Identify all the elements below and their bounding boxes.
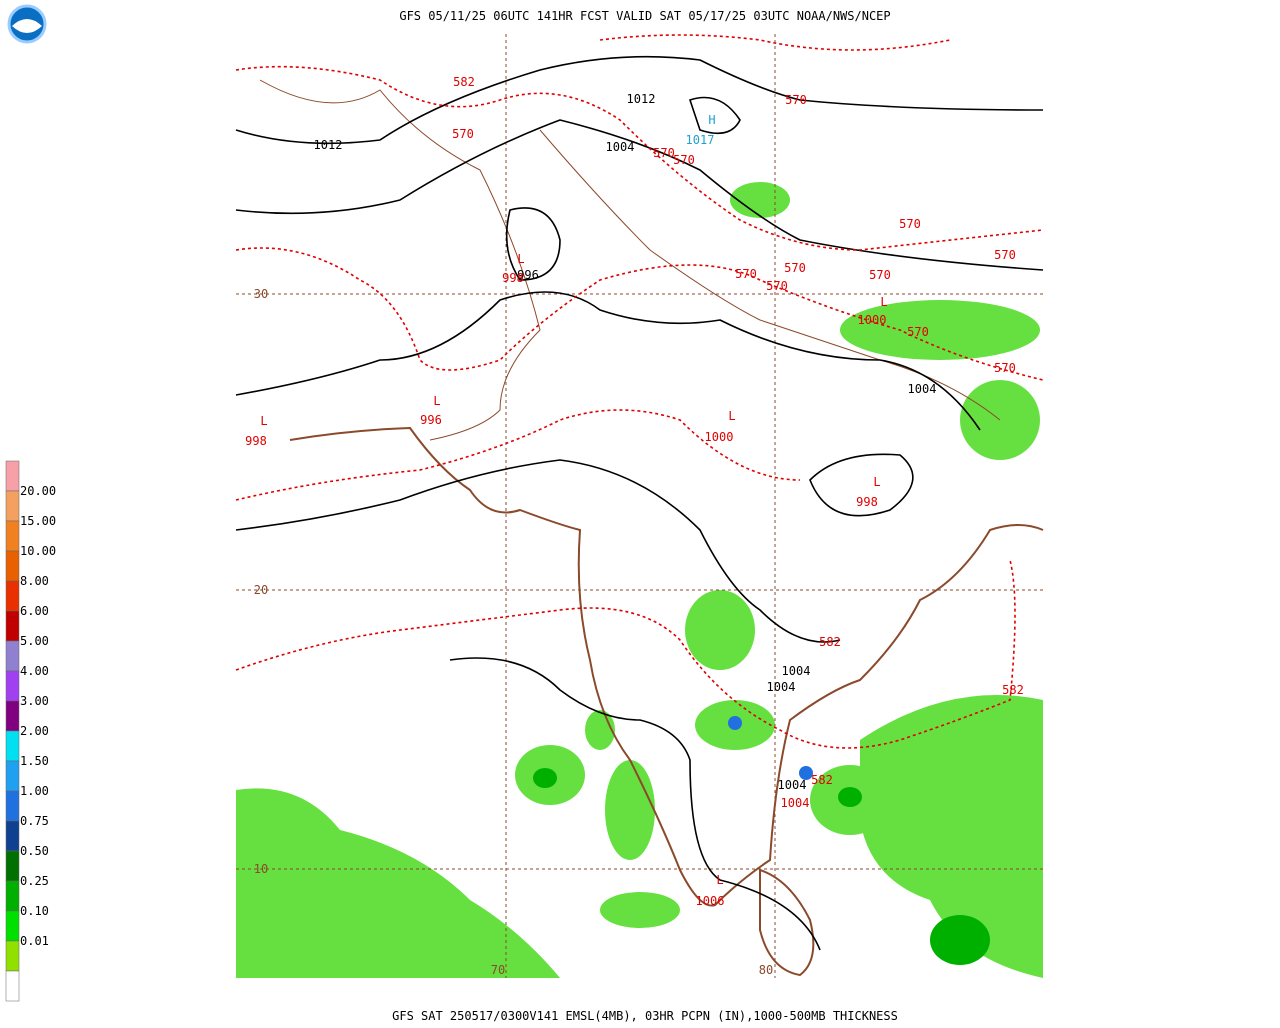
map-label: 1004 xyxy=(778,778,807,792)
map-label: 998 xyxy=(245,434,267,448)
map-label: 996 xyxy=(517,268,539,282)
colorbar-swatch xyxy=(5,940,20,972)
title: GFS 05/11/25 06UTC 141HR FCST VALID SAT … xyxy=(399,9,890,23)
colorbar-swatch xyxy=(5,700,20,732)
map-label: 10 xyxy=(254,862,268,876)
map-label: 582 xyxy=(811,773,833,787)
map-label: 570 xyxy=(673,153,695,167)
colorbar-swatch xyxy=(5,970,20,1002)
precip-heavy xyxy=(533,768,990,965)
colorbar-swatch xyxy=(5,730,20,762)
colorbar-label: 3.00 xyxy=(20,694,49,708)
footer: GFS SAT 250517/0300V141 EMSL(4MB), 03HR … xyxy=(392,1009,898,1023)
colorbar-swatch xyxy=(5,820,20,852)
colorbar-label: 15.00 xyxy=(20,514,56,528)
map-label: 582 xyxy=(1002,683,1024,697)
map-label: 570 xyxy=(785,93,807,107)
colorbar-swatch xyxy=(5,610,20,642)
map-label: 570 xyxy=(994,248,1016,262)
map-label: L xyxy=(728,409,735,423)
map-label: 80 xyxy=(759,963,773,977)
colorbar-label: 5.00 xyxy=(20,634,49,648)
map-label: 1004 xyxy=(908,382,937,396)
map-label: 570 xyxy=(784,261,806,275)
map-label: H xyxy=(708,113,715,127)
map-label: 570 xyxy=(452,127,474,141)
colorbar-swatch xyxy=(5,520,20,552)
colorbar-label: 0.50 xyxy=(20,844,49,858)
map-label: L xyxy=(260,414,267,428)
map-label: 570 xyxy=(653,146,675,160)
colorbar-swatch xyxy=(5,790,20,822)
map-labels: 582570101210121004H1017570570570570L9969… xyxy=(245,75,1024,977)
map-label: L xyxy=(716,873,723,887)
colorbar: 20.00 15.00 10.00 8.00 6.00 5.00 4.00 3.00 2.00 1… xyxy=(5,460,56,1002)
map-label: L xyxy=(873,475,880,489)
map-label: 1012 xyxy=(627,92,656,106)
colorbar-label: 0.10 xyxy=(20,904,49,918)
colorbar-swatch xyxy=(5,880,20,912)
map-label: 570 xyxy=(766,279,788,293)
map-label: 1017 xyxy=(686,133,715,147)
map-label: 1000 xyxy=(705,430,734,444)
colorbar-label: 2.00 xyxy=(20,724,49,738)
colorbar-swatch xyxy=(5,550,20,582)
colorbar-swatch xyxy=(5,490,20,522)
colorbar-swatch xyxy=(5,910,20,942)
map-label: 30 xyxy=(254,287,268,301)
map-label: 1004 xyxy=(606,140,635,154)
colorbar-swatch xyxy=(5,460,20,492)
map-label: 1004 xyxy=(782,664,811,678)
colorbar-label: 1.50 xyxy=(20,754,49,768)
colorbar-label: 1.00 xyxy=(20,784,49,798)
colorbar-label: 0.75 xyxy=(20,814,49,828)
map-label: 1000 xyxy=(858,313,887,327)
colorbar-swatch xyxy=(5,760,20,792)
map-label: 20 xyxy=(254,583,268,597)
coastline xyxy=(289,426,1044,977)
colorbar-swatch xyxy=(5,850,20,882)
map-label: 570 xyxy=(899,217,921,231)
map-label: 998 xyxy=(502,271,524,285)
colorbar-label: 20.00 xyxy=(20,484,56,498)
colorbar-label: 8.00 xyxy=(20,574,49,588)
map-label: L xyxy=(880,295,887,309)
map-label: 998 xyxy=(856,495,878,509)
map-label: 570 xyxy=(869,268,891,282)
noaa-logo-bird xyxy=(12,19,42,33)
map-label: 582 xyxy=(819,635,841,649)
map-label: 582 xyxy=(453,75,475,89)
colorbar-swatch xyxy=(5,640,20,672)
map-label: 1004 xyxy=(767,680,796,694)
map-label: 1004 xyxy=(781,796,810,810)
map-label: 570 xyxy=(907,325,929,339)
colorbar-label: 6.00 xyxy=(20,604,49,618)
colorbar-swatch xyxy=(5,670,20,702)
colorbar-label: 4.00 xyxy=(20,664,49,678)
map-label: 1012 xyxy=(314,138,343,152)
thickness-contours xyxy=(235,34,1044,749)
map-label: L xyxy=(433,394,440,408)
colorbar-label: 0.01 xyxy=(20,934,49,948)
colorbar-label: 0.25 xyxy=(20,874,49,888)
map-label: 570 xyxy=(735,267,757,281)
precip-core xyxy=(799,766,813,780)
map xyxy=(235,34,1044,978)
map-label: 996 xyxy=(420,413,442,427)
precip-core xyxy=(728,716,742,730)
isobars xyxy=(235,55,1044,951)
colorbar-label: 10.00 xyxy=(20,544,56,558)
graticule xyxy=(236,34,1043,978)
map-label: L xyxy=(517,252,524,266)
map-label: 570 xyxy=(994,361,1016,375)
map-label: 1006 xyxy=(696,894,725,908)
map-label: 70 xyxy=(491,963,505,977)
colorbar-swatch xyxy=(5,580,20,612)
